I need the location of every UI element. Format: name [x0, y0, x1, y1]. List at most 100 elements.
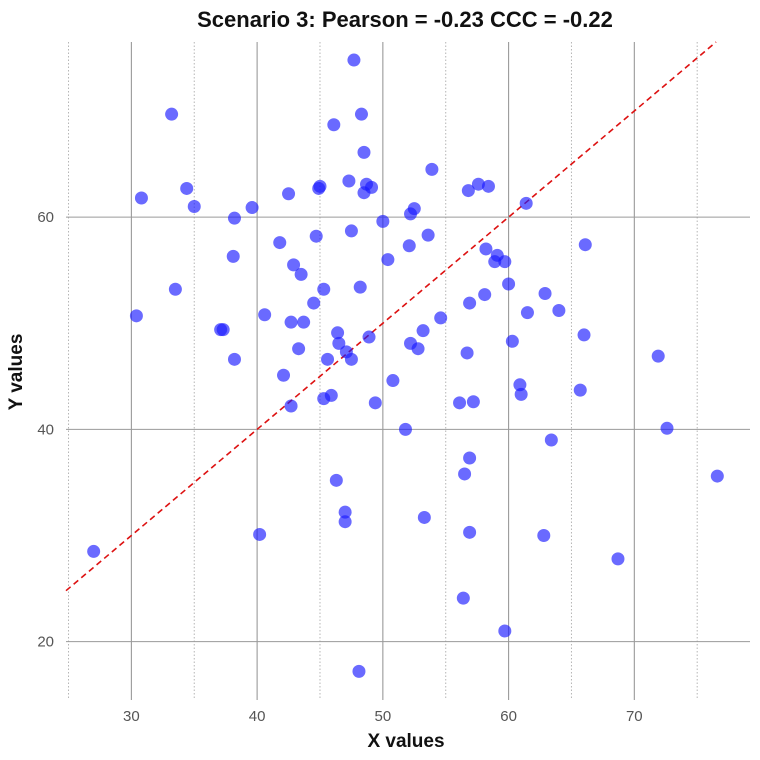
data-point	[461, 184, 475, 198]
data-point	[294, 267, 308, 281]
data-point	[463, 296, 477, 310]
data-point	[398, 422, 412, 436]
data-point	[327, 118, 341, 132]
data-point	[227, 211, 241, 225]
data-point	[87, 544, 101, 558]
chart-title: Scenario 3: Pearson = -0.23 CCC = -0.22	[197, 7, 613, 32]
data-point	[463, 451, 477, 465]
x-axis-ticks: 30 40 50 60 70	[123, 708, 643, 725]
y-axis-label: Y values	[6, 334, 27, 411]
data-point	[216, 323, 230, 337]
y-tick-label: 60	[37, 209, 54, 226]
data-point	[365, 180, 379, 194]
data-point	[611, 552, 625, 566]
data-point	[347, 53, 361, 67]
data-point	[227, 352, 241, 366]
data-point	[481, 179, 495, 193]
grid	[66, 42, 750, 700]
data-point	[520, 306, 534, 320]
data-point	[245, 201, 259, 215]
data-point	[578, 238, 592, 252]
data-point	[538, 287, 552, 301]
data-point	[381, 253, 395, 267]
data-point	[332, 336, 346, 350]
data-point	[421, 228, 435, 242]
data-point	[282, 187, 296, 201]
data-point	[344, 352, 358, 366]
data-point	[466, 395, 480, 409]
identity-reference-line	[65, 41, 717, 592]
data-point	[463, 525, 477, 539]
data-point	[411, 342, 425, 356]
data-point	[353, 280, 367, 294]
data-point	[354, 107, 368, 121]
data-point	[338, 505, 352, 519]
data-point	[362, 330, 376, 344]
data-point	[710, 469, 724, 483]
data-point	[471, 177, 485, 191]
data-point	[479, 242, 493, 256]
data-point	[258, 308, 272, 322]
data-point	[505, 334, 519, 348]
data-point	[168, 282, 182, 296]
data-point	[329, 473, 343, 487]
data-point	[324, 388, 338, 402]
data-point	[498, 255, 512, 269]
data-point	[287, 258, 301, 272]
data-point	[502, 277, 516, 291]
y-tick-label: 20	[37, 634, 54, 651]
data-point	[417, 510, 431, 524]
data-point	[313, 179, 327, 193]
data-point	[284, 399, 298, 413]
data-point	[331, 326, 345, 340]
data-point	[434, 311, 448, 325]
data-point	[537, 529, 551, 542]
y-tick-label: 40	[37, 421, 54, 438]
data-point	[307, 296, 321, 310]
data-points	[87, 53, 724, 678]
x-tick-label: 30	[123, 708, 140, 725]
data-point	[660, 421, 674, 435]
data-point	[284, 315, 298, 329]
data-point	[321, 352, 335, 366]
data-point	[544, 433, 558, 447]
data-point	[519, 196, 533, 210]
data-point	[338, 515, 352, 529]
data-point	[577, 328, 591, 342]
data-point	[402, 239, 416, 253]
data-point	[180, 181, 194, 195]
data-point	[297, 315, 311, 329]
x-tick-label: 50	[375, 708, 392, 725]
data-point	[277, 368, 291, 382]
data-point	[573, 383, 587, 397]
data-point	[425, 162, 439, 176]
data-point	[129, 309, 143, 323]
data-point	[317, 282, 331, 296]
data-point	[416, 324, 430, 338]
data-point	[458, 467, 472, 481]
data-point	[352, 664, 366, 678]
data-point	[386, 374, 400, 388]
data-point	[498, 624, 512, 638]
data-point	[226, 249, 240, 263]
data-point	[342, 174, 356, 188]
data-point	[292, 342, 306, 356]
x-tick-label: 60	[500, 708, 517, 725]
x-tick-label: 40	[249, 708, 266, 725]
data-point	[651, 349, 665, 363]
data-point	[456, 591, 470, 605]
data-point	[552, 304, 566, 318]
data-point	[273, 236, 287, 250]
data-point	[344, 224, 358, 238]
reference-line-group	[65, 41, 717, 592]
data-point	[134, 191, 148, 205]
data-point	[513, 378, 527, 392]
data-point	[187, 200, 201, 213]
x-tick-label: 70	[626, 708, 643, 725]
data-point	[478, 288, 492, 302]
data-point	[357, 145, 371, 159]
y-axis-ticks: 20 40 60	[37, 209, 54, 651]
data-point	[376, 214, 390, 228]
data-point	[309, 229, 323, 243]
